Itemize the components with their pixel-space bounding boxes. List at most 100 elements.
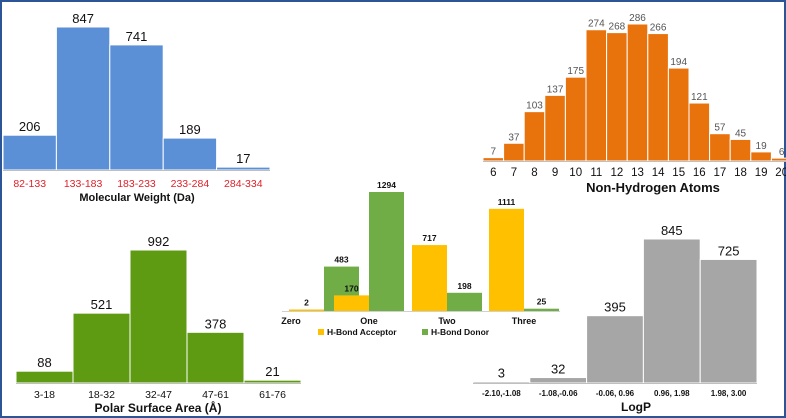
- logp-value-label: 32: [551, 362, 565, 377]
- mw-tick-label: 133-183: [64, 178, 103, 190]
- nha-tick-label: 20: [775, 167, 786, 179]
- logp-bar: [586, 315, 644, 384]
- nha-value-label: 57: [714, 123, 726, 134]
- nha-bar: [626, 23, 649, 162]
- mw-value-label: 206: [19, 119, 41, 134]
- mw-value-label: 847: [72, 11, 94, 26]
- legend-swatch: [318, 329, 324, 335]
- mw-bar: [162, 137, 218, 171]
- logp-tick-label: 1.98, 3.00: [711, 389, 747, 398]
- nha-value-label: 266: [650, 23, 667, 34]
- mw-tick-label: 183-233: [117, 178, 156, 190]
- logp-bar: [472, 381, 531, 384]
- hbond-bar: [412, 245, 447, 311]
- nha-tick-label: 12: [611, 167, 624, 179]
- nha-bar: [606, 32, 628, 162]
- nha-tick-label: 14: [652, 167, 665, 179]
- logp-tick-label: -0.06, 0.96: [596, 389, 635, 398]
- psa-bar: [72, 312, 131, 384]
- hbond-value-label: 717: [422, 233, 436, 243]
- mw-axis-title: Molecular Weight (Da): [79, 192, 195, 204]
- logp-bar: [699, 258, 758, 384]
- hbond-value-label: 2: [304, 298, 309, 308]
- logp-value-label: 725: [718, 243, 740, 258]
- nha-tick-label: 6: [490, 167, 496, 179]
- psa-value-label: 88: [37, 355, 51, 370]
- psa-value-label: 992: [148, 234, 170, 249]
- hbond-bar: [334, 295, 369, 311]
- logp-axis-title: LogP: [621, 400, 651, 414]
- psa-tick-label: 47-61: [202, 389, 229, 401]
- logp-bar: [642, 238, 701, 384]
- nha-bar: [523, 111, 546, 162]
- logp-bar: [529, 377, 588, 384]
- nha-tick-label: 10: [569, 167, 582, 179]
- nha-bar: [564, 76, 587, 162]
- nha-tick-label: 11: [590, 167, 602, 179]
- nha-bar: [770, 157, 786, 162]
- legend-label: H-Bond Acceptor: [327, 327, 397, 337]
- nha-value-label: 6: [779, 147, 785, 158]
- nha-value-label: 37: [508, 132, 520, 143]
- nha-bar: [709, 133, 731, 162]
- psa-tick-label: 18-32: [88, 389, 115, 401]
- mw-tick-label: 233-284: [171, 178, 210, 190]
- logp-value-label: 3: [498, 366, 505, 381]
- mw-value-label: 189: [179, 122, 201, 137]
- psa-value-label: 521: [91, 297, 113, 312]
- hbond-tick-label: Three: [512, 316, 537, 326]
- nha-tick-label: 15: [672, 167, 685, 179]
- nha-bar: [544, 94, 566, 162]
- psa-tick-label: 3-18: [34, 389, 55, 401]
- nha-tick-label: 9: [552, 167, 558, 179]
- nha-value-label: 268: [609, 22, 626, 33]
- psa-bar: [15, 370, 74, 384]
- mw-bar: [216, 166, 271, 171]
- nha-value-label: 19: [756, 141, 768, 152]
- psa-axis-title: Polar Surface Area (Å): [95, 400, 222, 415]
- hbond-bar: [369, 192, 404, 311]
- nha-value-label: 45: [735, 128, 747, 139]
- logp-value-label: 395: [604, 300, 626, 315]
- mw-value-label: 17: [236, 151, 250, 166]
- hbond-bar: [289, 309, 324, 311]
- hbond-value-label: 170: [344, 283, 358, 293]
- psa-tick-label: 32-47: [145, 389, 172, 401]
- hbond-value-label: 198: [457, 281, 471, 291]
- mw-value-label: 741: [126, 29, 148, 44]
- nha-bar: [503, 142, 525, 162]
- nha-value-label: 286: [629, 13, 646, 24]
- nha-value-label: 194: [670, 57, 687, 68]
- nha-bar: [482, 157, 505, 162]
- hbond-value-label: 1294: [377, 180, 396, 190]
- logp-value-label: 845: [661, 223, 683, 238]
- nha-value-label: 175: [567, 66, 584, 77]
- psa-value-label: 378: [205, 316, 227, 331]
- nha-bar: [729, 138, 752, 162]
- nha-value-label: 103: [526, 101, 543, 112]
- hbond-bar: [447, 292, 482, 311]
- hbond-bar: [524, 308, 559, 311]
- mw-tick-label: 284-334: [224, 178, 263, 190]
- nha-value-label: 137: [547, 84, 564, 95]
- hbond-tick-label: Zero: [281, 316, 301, 326]
- mw-bar: [2, 134, 57, 171]
- logp-tick-label: -2.10,-1.08: [482, 389, 521, 398]
- legend-swatch: [422, 329, 428, 335]
- nha-value-label: 274: [588, 19, 605, 30]
- nha-value-label: 121: [691, 92, 708, 103]
- hbond-value-label: 483: [334, 255, 348, 265]
- hbond-bar: [489, 208, 524, 311]
- hbond-tick-label: One: [360, 316, 378, 326]
- logp-tick-label: 0.96, 1.98: [654, 389, 690, 398]
- nha-tick-label: 18: [734, 167, 747, 179]
- nha-tick-label: 7: [511, 167, 517, 179]
- mw-tick-label: 82-133: [13, 178, 46, 190]
- hbond-tick-label: Two: [438, 316, 456, 326]
- nha-bar: [647, 33, 669, 162]
- mw-bar: [55, 26, 111, 171]
- nha-bar: [688, 102, 711, 162]
- nha-bar: [750, 151, 772, 162]
- nha-bar: [667, 67, 690, 162]
